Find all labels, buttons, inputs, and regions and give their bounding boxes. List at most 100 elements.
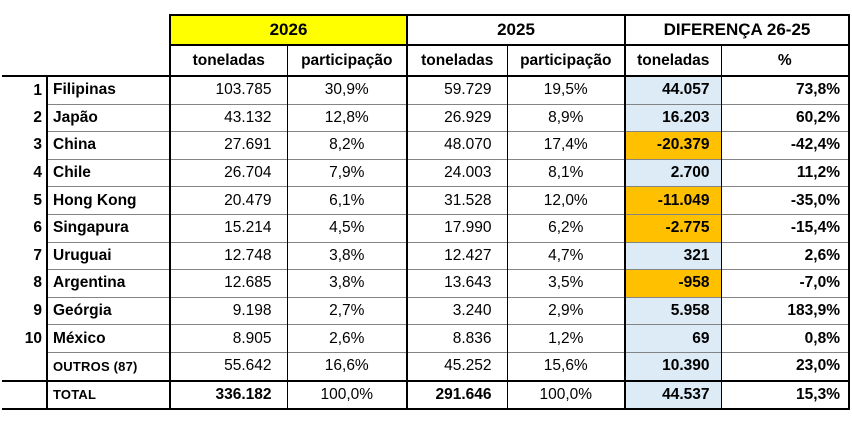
header-toneladas-diff: toneladas <box>624 44 721 77</box>
country-cell: Uruguai <box>46 241 170 270</box>
toneladas-2025-cell: 8.836 <box>406 324 507 353</box>
diff-toneladas-cell: 16.203 <box>624 103 721 132</box>
diff-percent-cell: 0,8% <box>720 324 850 353</box>
toneladas-2025-cell: 291.646 <box>406 379 507 411</box>
participacao-2026-cell: 16,6% <box>286 351 407 381</box>
rank-cell <box>2 352 47 381</box>
table-row: 6 Singapura 15.214 4,5% 17.990 6,2% -2.775 -15,… <box>2 213 850 243</box>
participacao-2026-cell: 2,7% <box>286 296 407 325</box>
participacao-2025-cell: 3,5% <box>506 269 625 298</box>
toneladas-2026-cell: 27.691 <box>169 131 287 160</box>
toneladas-2026-cell: 12.748 <box>169 241 287 270</box>
country-cell: China <box>46 131 170 160</box>
table-row: 4 Chile 26.704 7,9% 24.003 8,1% 2.700 11,2% <box>2 158 850 187</box>
blank-rank-header <box>2 15 47 45</box>
diff-toneladas-cell: 44.057 <box>624 74 721 105</box>
table-row: 1 Filipinas 103.785 30,9% 59.729 19,5% 44.057 7… <box>2 74 850 105</box>
rank-cell: 3 <box>2 131 47 160</box>
sub-header-row: toneladas participação toneladas partici… <box>2 44 850 77</box>
participacao-2025-cell: 15,6% <box>506 351 625 381</box>
country-cell: Filipinas <box>46 74 170 105</box>
toneladas-2026-cell: 43.132 <box>169 103 287 132</box>
country-cell: OUTROS (87) <box>46 351 170 381</box>
diff-percent-cell: 23,0% <box>720 351 850 381</box>
diff-percent-cell: -42,4% <box>720 131 850 160</box>
toneladas-2026-cell: 15.214 <box>169 213 287 243</box>
table-row: 10 México 8.905 2,6% 8.836 1,2% 69 0,8% <box>2 324 850 353</box>
table-row: 7 Uruguai 12.748 3,8% 12.427 4,7% 321 2,6% <box>2 241 850 270</box>
table-row: 5 Hong Kong 20.479 6,1% 31.528 12,0% -11.049 -3… <box>2 186 850 215</box>
header-percent-diff: % <box>720 44 850 77</box>
header-participacao-2025: participação <box>506 44 625 77</box>
participacao-2025-cell: 100,0% <box>506 379 625 411</box>
toneladas-2025-cell: 12.427 <box>406 241 507 270</box>
toneladas-2026-cell: 55.642 <box>169 351 287 381</box>
toneladas-2025-cell: 59.729 <box>406 74 507 105</box>
diff-percent-cell: -35,0% <box>720 186 850 215</box>
diff-toneladas-cell: 2.700 <box>624 158 721 187</box>
diff-percent-cell: 11,2% <box>720 158 850 187</box>
toneladas-2025-cell: 13.643 <box>406 269 507 298</box>
group-header-row: 2026 2025 DIFERENÇA 26-25 <box>2 14 850 46</box>
diff-toneladas-cell: 10.390 <box>624 351 721 381</box>
table-row: 8 Argentina 12.685 3,8% 13.643 3,5% -958 -7,0% <box>2 269 850 298</box>
diff-toneladas-cell: 44.537 <box>624 379 721 411</box>
rank-cell: 10 <box>2 324 47 353</box>
participacao-2026-cell: 30,9% <box>286 74 407 105</box>
header-participacao-2026: participação <box>286 44 407 77</box>
table-row: OUTROS (87) 55.642 16,6% 45.252 15,6% 10.390 2… <box>2 351 850 381</box>
participacao-2025-cell: 2,9% <box>506 296 625 325</box>
table-row: 9 Geórgia 9.198 2,7% 3.240 2,9% 5.958 183,9% <box>2 296 850 325</box>
toneladas-2026-cell: 12.685 <box>169 269 287 298</box>
table-body: 1 Filipinas 103.785 30,9% 59.729 19,5% 44.057 7… <box>2 74 850 411</box>
toneladas-2025-cell: 3.240 <box>406 296 507 325</box>
participacao-2026-cell: 2,6% <box>286 324 407 353</box>
rank-cell: 6 <box>2 214 47 243</box>
participacao-2025-cell: 12,0% <box>506 186 625 215</box>
diff-percent-cell: 15,3% <box>720 379 850 411</box>
rank-cell: 8 <box>2 269 47 298</box>
toneladas-2026-cell: 8.905 <box>169 324 287 353</box>
toneladas-2026-cell: 20.479 <box>169 186 287 215</box>
rank-cell: 9 <box>2 297 47 325</box>
toneladas-2025-cell: 17.990 <box>406 213 507 243</box>
toneladas-2026-cell: 103.785 <box>169 74 287 105</box>
col-group-2026: 2026 <box>169 14 408 46</box>
participacao-2026-cell: 100,0% <box>286 379 407 411</box>
country-cell: Chile <box>46 158 170 187</box>
col-group-diferenca: DIFERENÇA 26-25 <box>624 14 850 46</box>
diff-toneladas-cell: -2.775 <box>624 213 721 243</box>
participacao-2025-cell: 17,4% <box>506 131 625 160</box>
rank-cell: 4 <box>2 159 47 187</box>
participacao-2026-cell: 6,1% <box>286 186 407 215</box>
blank-rank-subheader <box>2 45 47 76</box>
participacao-2025-cell: 6,2% <box>506 213 625 243</box>
diff-percent-cell: -15,4% <box>720 213 850 243</box>
col-group-2025: 2025 <box>406 14 626 46</box>
toneladas-2026-cell: 26.704 <box>169 158 287 187</box>
toneladas-2025-cell: 26.929 <box>406 103 507 132</box>
toneladas-2026-cell: 336.182 <box>169 379 287 411</box>
rank-cell <box>2 379 47 411</box>
participacao-2025-cell: 4,7% <box>506 241 625 270</box>
country-cell: México <box>46 324 170 353</box>
country-cell: Singapura <box>46 213 170 243</box>
header-toneladas-2025: toneladas <box>406 44 507 77</box>
country-cell: Argentina <box>46 269 170 298</box>
participacao-2026-cell: 3,8% <box>286 241 407 270</box>
diff-toneladas-cell: 69 <box>624 324 721 353</box>
rank-cell: 7 <box>2 242 47 270</box>
country-cell: TOTAL <box>46 379 170 411</box>
participacao-2026-cell: 12,8% <box>286 103 407 132</box>
toneladas-2025-cell: 24.003 <box>406 158 507 187</box>
country-cell: Geórgia <box>46 296 170 325</box>
blank-country-header <box>47 15 170 45</box>
blank-country-subheader <box>47 45 170 76</box>
diff-percent-cell: 2,6% <box>720 241 850 270</box>
table-row: 2 Japão 43.132 12,8% 26.929 8,9% 16.203 60,2% <box>2 103 850 132</box>
rank-cell: 2 <box>2 104 47 132</box>
diff-percent-cell: 73,8% <box>720 74 850 105</box>
country-cell: Hong Kong <box>46 186 170 215</box>
toneladas-2026-cell: 9.198 <box>169 296 287 325</box>
table-row: 3 China 27.691 8,2% 48.070 17,4% -20.379 -42,4% <box>2 131 850 160</box>
